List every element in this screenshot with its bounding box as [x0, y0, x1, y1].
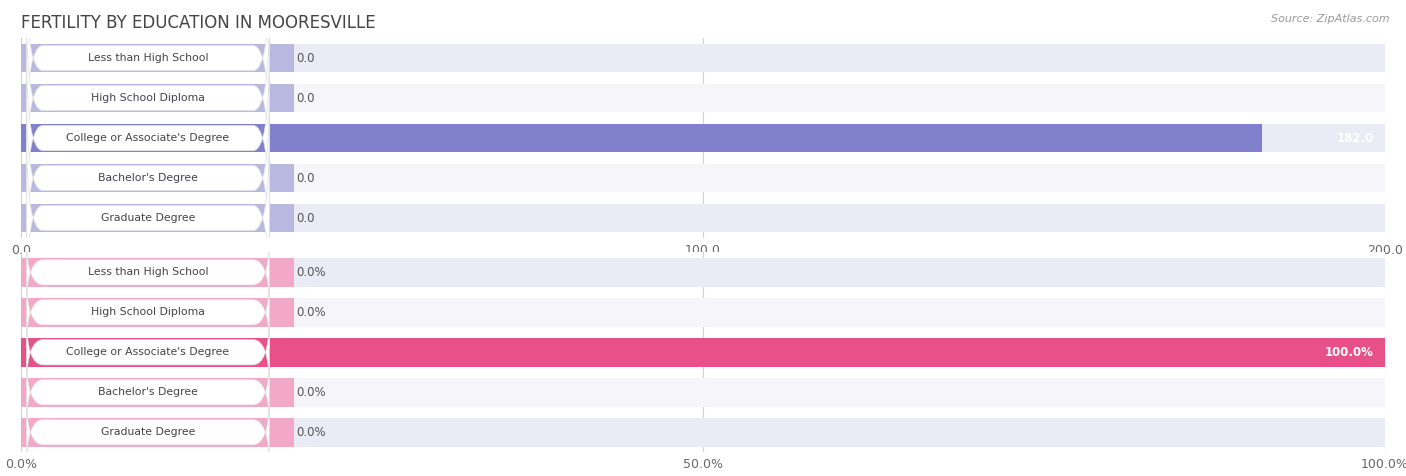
Text: FERTILITY BY EDUCATION IN MOORESVILLE: FERTILITY BY EDUCATION IN MOORESVILLE: [21, 14, 375, 32]
Text: 0.0%: 0.0%: [297, 386, 326, 399]
Bar: [21, 204, 1385, 232]
Bar: [21, 44, 1385, 72]
Text: 0.0%: 0.0%: [297, 306, 326, 319]
FancyBboxPatch shape: [27, 277, 270, 347]
Bar: [21, 338, 1385, 367]
Text: 0.0: 0.0: [297, 211, 315, 225]
Bar: [21, 378, 294, 407]
Bar: [21, 418, 1385, 446]
Bar: [21, 84, 294, 112]
Text: Graduate Degree: Graduate Degree: [101, 427, 195, 437]
Bar: [21, 298, 1385, 327]
FancyBboxPatch shape: [27, 357, 270, 427]
Text: 0.0%: 0.0%: [297, 426, 326, 439]
Text: Bachelor's Degree: Bachelor's Degree: [98, 387, 198, 397]
Text: College or Associate's Degree: College or Associate's Degree: [66, 347, 229, 357]
FancyBboxPatch shape: [27, 0, 270, 141]
Bar: [21, 44, 294, 72]
Text: 0.0%: 0.0%: [297, 266, 326, 279]
Bar: [21, 164, 294, 192]
Bar: [21, 378, 1385, 407]
Text: 0.0: 0.0: [297, 51, 315, 65]
Text: 182.0: 182.0: [1337, 131, 1374, 145]
Text: College or Associate's Degree: College or Associate's Degree: [66, 133, 229, 143]
Bar: [21, 124, 1385, 152]
Bar: [21, 164, 1385, 192]
Text: 0.0: 0.0: [297, 171, 315, 185]
Bar: [21, 84, 1385, 112]
Text: High School Diploma: High School Diploma: [91, 307, 205, 317]
Bar: [21, 298, 294, 327]
Text: High School Diploma: High School Diploma: [91, 93, 205, 103]
Bar: [21, 258, 1385, 287]
Bar: [21, 338, 1385, 367]
FancyBboxPatch shape: [27, 55, 270, 221]
Bar: [21, 124, 1263, 152]
FancyBboxPatch shape: [27, 397, 270, 467]
Text: Source: ZipAtlas.com: Source: ZipAtlas.com: [1271, 14, 1389, 24]
FancyBboxPatch shape: [27, 317, 270, 387]
Text: Less than High School: Less than High School: [87, 267, 208, 278]
Bar: [21, 418, 294, 446]
Text: Less than High School: Less than High School: [87, 53, 208, 63]
Text: Bachelor's Degree: Bachelor's Degree: [98, 173, 198, 183]
Text: Graduate Degree: Graduate Degree: [101, 213, 195, 223]
Text: 0.0: 0.0: [297, 91, 315, 105]
Bar: [21, 258, 294, 287]
Bar: [21, 204, 294, 232]
FancyBboxPatch shape: [27, 135, 270, 301]
Text: 100.0%: 100.0%: [1324, 346, 1374, 359]
FancyBboxPatch shape: [27, 95, 270, 261]
FancyBboxPatch shape: [27, 15, 270, 181]
FancyBboxPatch shape: [27, 237, 270, 307]
